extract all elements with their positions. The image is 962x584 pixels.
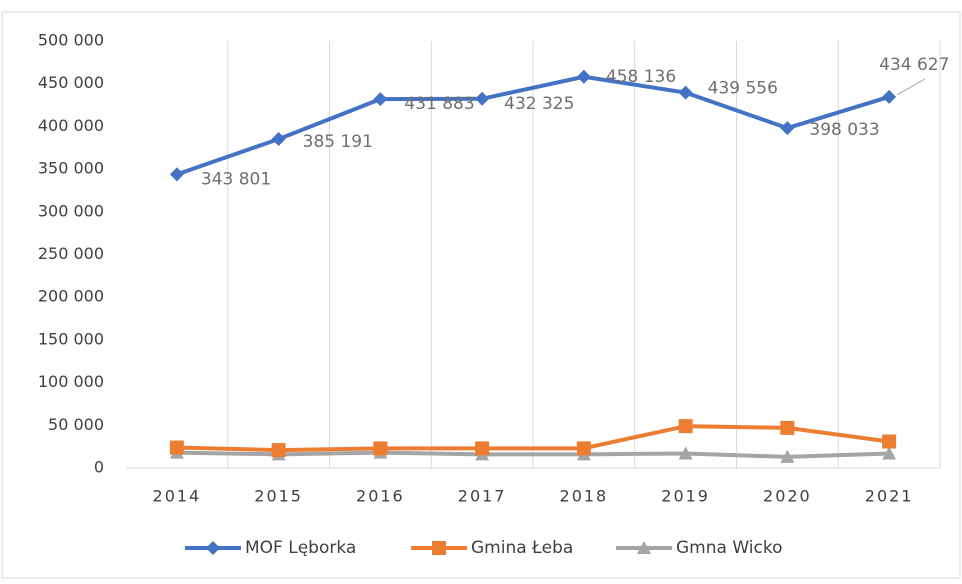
marker: [678, 446, 693, 460]
x-tick-label: 2018: [560, 487, 609, 506]
data-label: 385 191: [303, 132, 373, 152]
marker: [271, 443, 286, 458]
chart-border: [1, 11, 961, 579]
x-tick-label: 2020: [763, 487, 812, 506]
legend-label: Gmna Wicko: [676, 538, 782, 558]
marker: [882, 446, 897, 460]
marker: [475, 441, 490, 456]
y-tick-label: 450 000: [38, 73, 104, 92]
y-tick-label: 350 000: [38, 159, 104, 178]
marker: [271, 132, 286, 147]
marker: [475, 91, 490, 106]
x-tick-label: 2019: [661, 487, 710, 506]
y-tick-label: 500 000: [38, 31, 104, 50]
x-tick-label: 2014: [153, 487, 202, 506]
marker: [206, 541, 220, 555]
x-tick-label: 2016: [356, 487, 405, 506]
marker: [576, 441, 591, 456]
x-tick-label: 2021: [865, 487, 914, 506]
series-line: [176, 450, 890, 459]
marker: [576, 69, 591, 84]
series-line: [176, 424, 890, 453]
marker: [373, 441, 388, 456]
data-label: 343 801: [201, 169, 271, 189]
marker: [432, 541, 446, 555]
y-tick-label: 200 000: [38, 287, 104, 306]
data-label: 434 627: [879, 55, 949, 75]
marker: [678, 419, 693, 434]
data-label: 432 325: [504, 94, 574, 114]
marker: [678, 85, 693, 100]
x-tick-label: 2015: [254, 487, 303, 506]
data-label: 398 033: [809, 120, 879, 140]
marker: [780, 420, 795, 435]
marker: [882, 89, 897, 104]
y-tick-label: 300 000: [38, 201, 104, 220]
legend-label: Gmina Łeba: [471, 538, 573, 558]
y-tick-label: 50 000: [48, 415, 104, 434]
legend-label: MOF Lęborka: [245, 538, 356, 558]
data-label: 439 556: [708, 79, 778, 99]
marker: [373, 92, 388, 107]
y-tick-label: 400 000: [38, 116, 104, 135]
y-tick-label: 150 000: [38, 329, 104, 348]
marker: [169, 167, 184, 182]
x-tick-label: 2017: [458, 487, 507, 506]
marker: [637, 541, 651, 554]
series-line: [176, 74, 890, 177]
leader-line: [896, 78, 926, 96]
data-label: 458 136: [606, 67, 676, 87]
marker: [882, 434, 897, 449]
marker: [169, 440, 184, 455]
marker: [780, 449, 795, 463]
y-tick-label: 0: [94, 458, 104, 477]
y-tick-label: 100 000: [38, 372, 104, 391]
data-label: 431 883: [404, 94, 474, 114]
marker: [780, 121, 795, 136]
y-tick-label: 250 000: [38, 244, 104, 263]
